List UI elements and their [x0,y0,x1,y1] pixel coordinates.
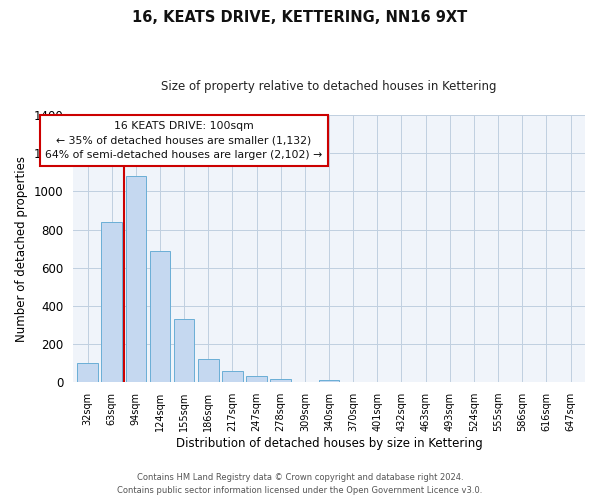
Bar [101,222,122,382]
Text: Contains HM Land Registry data © Crown copyright and database right 2024.
Contai: Contains HM Land Registry data © Crown c… [118,474,482,495]
Text: 16 KEATS DRIVE: 100sqm
← 35% of detached houses are smaller (1,132)
64% of semi-: 16 KEATS DRIVE: 100sqm ← 35% of detached… [46,120,323,160]
Bar [319,380,339,382]
Bar [271,380,291,382]
Bar [150,250,170,382]
Bar [77,363,98,382]
Bar [247,376,267,382]
Bar [125,176,146,382]
Y-axis label: Number of detached properties: Number of detached properties [15,156,28,342]
Bar [198,360,218,382]
Bar [174,319,194,382]
Bar [222,371,242,382]
Title: Size of property relative to detached houses in Kettering: Size of property relative to detached ho… [161,80,497,93]
X-axis label: Distribution of detached houses by size in Kettering: Distribution of detached houses by size … [176,437,482,450]
Text: 16, KEATS DRIVE, KETTERING, NN16 9XT: 16, KEATS DRIVE, KETTERING, NN16 9XT [133,10,467,25]
